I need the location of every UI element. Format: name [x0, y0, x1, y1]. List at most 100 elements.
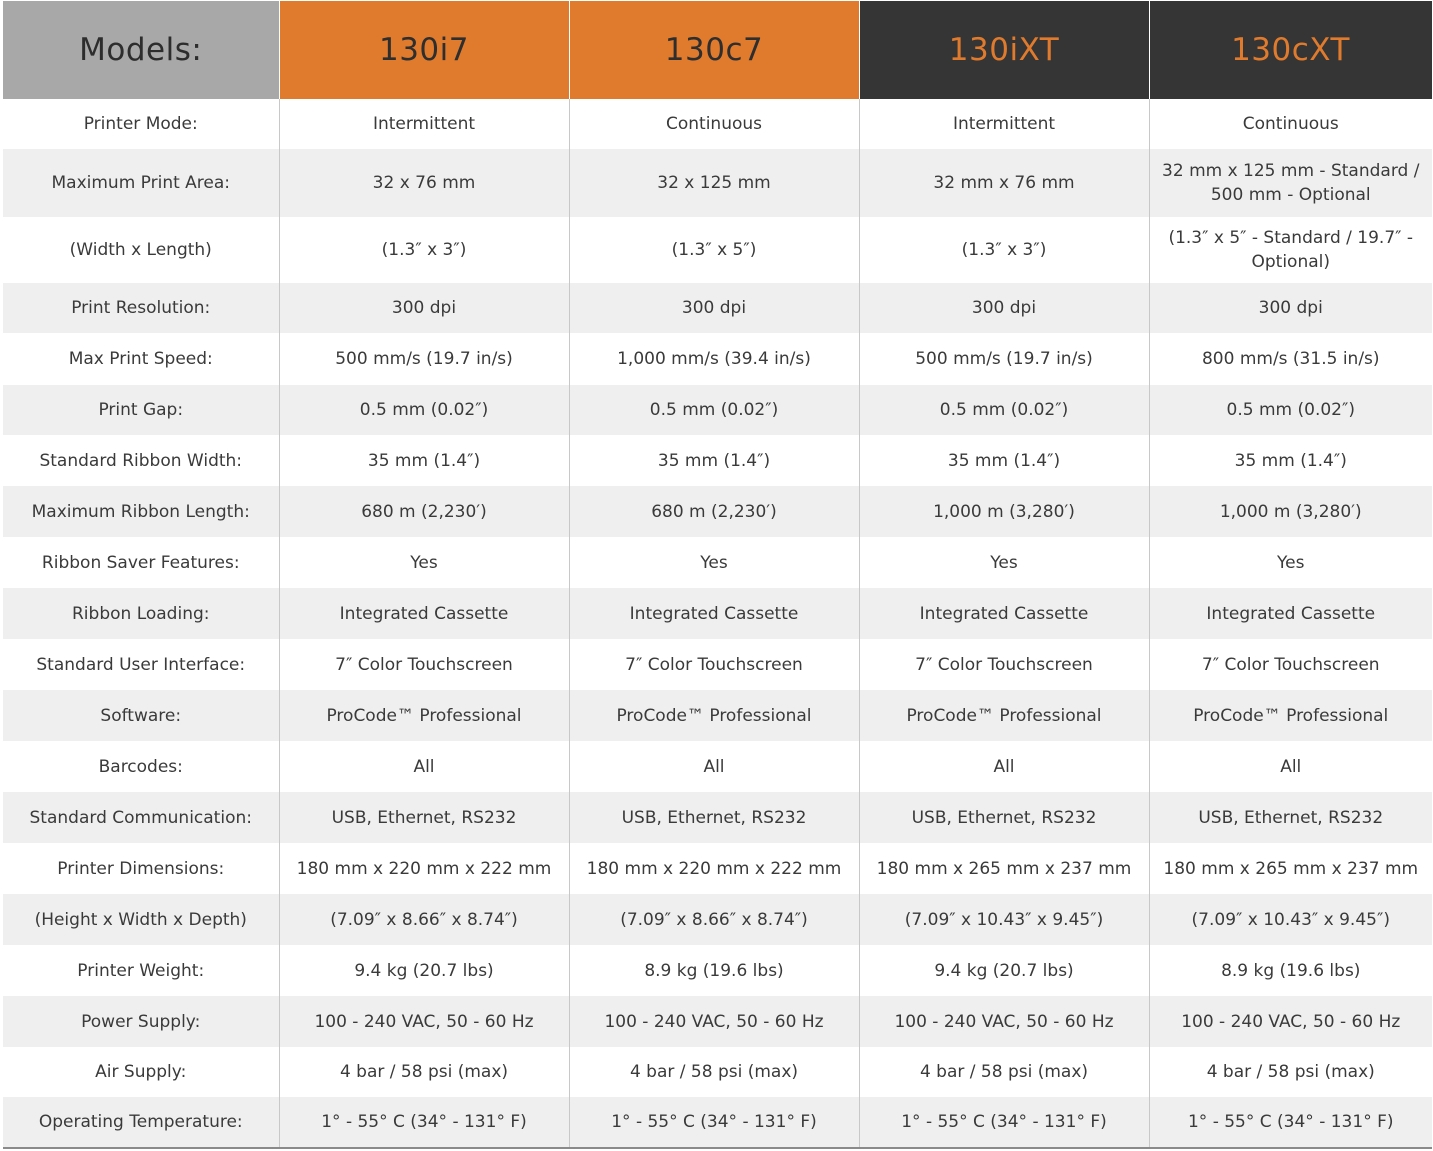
cell-130cxt: USB, Ethernet, RS232 [1149, 792, 1432, 843]
cell-130c7: Continuous [569, 99, 860, 149]
cell-130c7: 4 bar / 58 psi (max) [569, 1047, 860, 1097]
row-label: Print Gap: [3, 385, 280, 435]
cell-130ixt: 32 mm x 76 mm [859, 149, 1150, 217]
table-row: Print Resolution: 300 dpi 300 dpi 300 dpi 30… [3, 283, 1432, 333]
table-header: Models: 130i7 130c7 130iXT 130cXT [3, 1, 1433, 99]
header-row: Models: 130i7 130c7 130iXT 130cXT [3, 1, 1433, 99]
cell-130c7: (7.09″ x 8.66″ x 8.74″) [569, 894, 860, 945]
table-row: Printer Mode: Intermittent Continuous Inter… [3, 99, 1432, 149]
cell-130ixt: 7″ Color Touchscreen [859, 639, 1150, 690]
row-label: Software: [3, 690, 280, 741]
row-label: Power Supply: [3, 996, 280, 1047]
row-label: Max Print Speed: [3, 333, 280, 385]
cell-130cxt: Yes [1149, 537, 1432, 588]
cell-130c7: 8.9 kg (19.6 lbs) [569, 945, 860, 996]
cell-130ixt: 180 mm x 265 mm x 237 mm [859, 843, 1150, 894]
cell-130c7: 0.5 mm (0.02″) [569, 385, 860, 435]
cell-130cxt: 7″ Color Touchscreen [1149, 639, 1432, 690]
table-row: (Width x Length) (1.3″ x 3″) (1.3″ x 5″) (1… [3, 217, 1432, 283]
row-label: Barcodes: [3, 741, 280, 792]
table-row: (Height x Width x Depth) (7.09″ x 8.66″ x… [3, 894, 1432, 945]
cell-130ixt: 1° - 55° C (34° - 131° F) [859, 1097, 1150, 1149]
cell-130ixt: Yes [859, 537, 1150, 588]
cell-130cxt: 180 mm x 265 mm x 237 mm [1149, 843, 1432, 894]
model-header-130cxt: 130cXT [1149, 1, 1433, 99]
table-row: Software: ProCode™ Professional ProCode™ P… [3, 690, 1432, 741]
cell-130i7: 500 mm/s (19.7 in/s) [279, 333, 570, 385]
cell-130cxt: 35 mm (1.4″) [1149, 435, 1432, 486]
cell-130i7: 680 m (2,230′) [279, 486, 570, 537]
row-label: Standard Communication: [3, 792, 280, 843]
table-row: Standard Communication: USB, Ethernet, RS… [3, 792, 1432, 843]
table-row: Ribbon Loading: Integrated Cassette Integr… [3, 588, 1432, 639]
cell-130c7: All [569, 741, 860, 792]
cell-130ixt: Integrated Cassette [859, 588, 1150, 639]
cell-130ixt: 1,000 m (3,280′) [859, 486, 1150, 537]
row-label: Standard User Interface: [3, 639, 280, 690]
table-row: Maximum Ribbon Length: 680 m (2,230′) 680 … [3, 486, 1432, 537]
table-row: Power Supply: 100 - 240 VAC, 50 - 60 Hz 10… [3, 996, 1432, 1047]
model-header-130i7: 130i7 [279, 1, 570, 99]
cell-130c7: 35 mm (1.4″) [569, 435, 860, 486]
cell-130ixt: Intermittent [859, 99, 1150, 149]
cell-130c7: 680 m (2,230′) [569, 486, 860, 537]
cell-130cxt: 1,000 m (3,280′) [1149, 486, 1432, 537]
cell-130ixt: 0.5 mm (0.02″) [859, 385, 1150, 435]
cell-130ixt: ProCode™ Professional [859, 690, 1150, 741]
cell-130cxt: 8.9 kg (19.6 lbs) [1149, 945, 1432, 996]
cell-130i7: Integrated Cassette [279, 588, 570, 639]
table-row: Barcodes: All All All All [3, 741, 1432, 792]
cell-130ixt: 300 dpi [859, 283, 1150, 333]
cell-130ixt: (1.3″ x 3″) [859, 217, 1150, 283]
spec-comparison-table: Models: 130i7 130c7 130iXT 130cXT Printe… [3, 1, 1433, 1149]
cell-130ixt: 35 mm (1.4″) [859, 435, 1150, 486]
cell-130i7: (7.09″ x 8.66″ x 8.74″) [279, 894, 570, 945]
row-label: (Height x Width x Depth) [3, 894, 280, 945]
cell-130i7: Intermittent [279, 99, 570, 149]
row-label: Maximum Ribbon Length: [3, 486, 280, 537]
cell-130i7: USB, Ethernet, RS232 [279, 792, 570, 843]
row-label: Ribbon Saver Features: [3, 537, 280, 588]
table-body: Printer Mode: Intermittent Continuous Inter… [3, 99, 1432, 1149]
cell-130i7: 35 mm (1.4″) [279, 435, 570, 486]
cell-130cxt: 300 dpi [1149, 283, 1432, 333]
cell-130ixt: All [859, 741, 1150, 792]
cell-130cxt: 100 - 240 VAC, 50 - 60 Hz [1149, 996, 1432, 1047]
row-label: (Width x Length) [3, 217, 280, 283]
table-row: Air Supply: 4 bar / 58 psi (max) 4 bar / 5… [3, 1047, 1432, 1097]
cell-130i7: 32 x 76 mm [279, 149, 570, 217]
row-label: Ribbon Loading: [3, 588, 280, 639]
cell-130ixt: USB, Ethernet, RS232 [859, 792, 1150, 843]
model-header-130c7: 130c7 [569, 1, 860, 99]
cell-130c7: USB, Ethernet, RS232 [569, 792, 860, 843]
cell-130i7: 9.4 kg (20.7 lbs) [279, 945, 570, 996]
cell-130i7: 4 bar / 58 psi (max) [279, 1047, 570, 1097]
cell-130i7: 1° - 55° C (34° - 131° F) [279, 1097, 570, 1149]
cell-130ixt: 100 - 240 VAC, 50 - 60 Hz [859, 996, 1150, 1047]
cell-130c7: (1.3″ x 5″) [569, 217, 860, 283]
table-row: Standard User Interface: 7″ Color Touchsc… [3, 639, 1432, 690]
cell-130i7: Yes [279, 537, 570, 588]
cell-130cxt: (1.3″ x 5″ - Standard / 19.7″ - Optional… [1149, 217, 1432, 283]
row-label: Print Resolution: [3, 283, 280, 333]
cell-130i7: 300 dpi [279, 283, 570, 333]
row-label: Printer Mode: [3, 99, 280, 149]
row-label: Printer Weight: [3, 945, 280, 996]
cell-130c7: 1° - 55° C (34° - 131° F) [569, 1097, 860, 1149]
cell-130c7: 180 mm x 220 mm x 222 mm [569, 843, 860, 894]
cell-130i7: All [279, 741, 570, 792]
cell-130cxt: 800 mm/s (31.5 in/s) [1149, 333, 1432, 385]
cell-130i7: 180 mm x 220 mm x 222 mm [279, 843, 570, 894]
cell-130cxt: Continuous [1149, 99, 1432, 149]
row-label: Maximum Print Area: [3, 149, 280, 217]
cell-130ixt: 4 bar / 58 psi (max) [859, 1047, 1150, 1097]
cell-130cxt: Integrated Cassette [1149, 588, 1432, 639]
table-row: Operating Temperature: 1° - 55° C (34° - … [3, 1097, 1432, 1149]
table-row: Maximum Print Area: 32 x 76 mm 32 x 125 mm… [3, 149, 1432, 217]
cell-130i7: 100 - 240 VAC, 50 - 60 Hz [279, 996, 570, 1047]
cell-130c7: Integrated Cassette [569, 588, 860, 639]
cell-130cxt: All [1149, 741, 1432, 792]
cell-130cxt: 1° - 55° C (34° - 131° F) [1149, 1097, 1432, 1149]
table-row: Standard Ribbon Width: 35 mm (1.4″) 35 mm … [3, 435, 1432, 486]
cell-130i7: 7″ Color Touchscreen [279, 639, 570, 690]
